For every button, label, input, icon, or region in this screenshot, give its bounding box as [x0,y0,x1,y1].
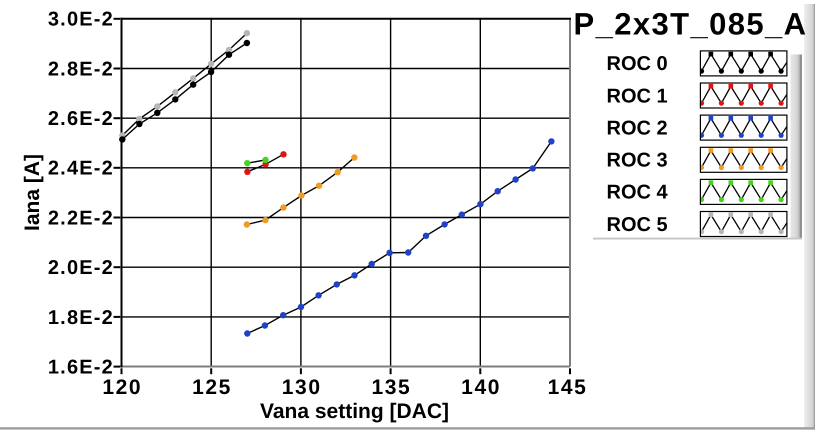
svg-text:1.8E-2: 1.8E-2 [48,307,114,329]
svg-text:P_2x3T_085_A: P_2x3T_085_A [574,6,808,41]
svg-text:2.0E-2: 2.0E-2 [48,257,114,279]
svg-text:ROC 0: ROC 0 [607,53,668,75]
svg-text:135: 135 [371,376,411,399]
svg-text:2.2E-2: 2.2E-2 [48,207,114,229]
svg-text:1.6E-2: 1.6E-2 [48,357,114,379]
svg-text:ROC 3: ROC 3 [607,150,668,172]
svg-text:ROC 4: ROC 4 [607,182,669,204]
svg-text:2.4E-2: 2.4E-2 [48,158,114,180]
svg-text:Iana [A]: Iana [A] [21,154,44,231]
svg-text:2.8E-2: 2.8E-2 [48,58,114,80]
svg-text:120: 120 [102,376,142,399]
svg-text:ROC 1: ROC 1 [607,85,668,107]
svg-text:2.6E-2: 2.6E-2 [48,108,114,130]
svg-text:140: 140 [461,376,501,399]
svg-text:Vana setting [DAC]: Vana setting [DAC] [260,400,449,423]
svg-text:130: 130 [282,376,322,399]
svg-text:3.0E-2: 3.0E-2 [48,9,114,31]
svg-text:145: 145 [548,376,588,399]
svg-text:125: 125 [192,376,232,399]
svg-text:ROC 5: ROC 5 [607,214,668,236]
svg-text:ROC 2: ROC 2 [607,117,668,139]
